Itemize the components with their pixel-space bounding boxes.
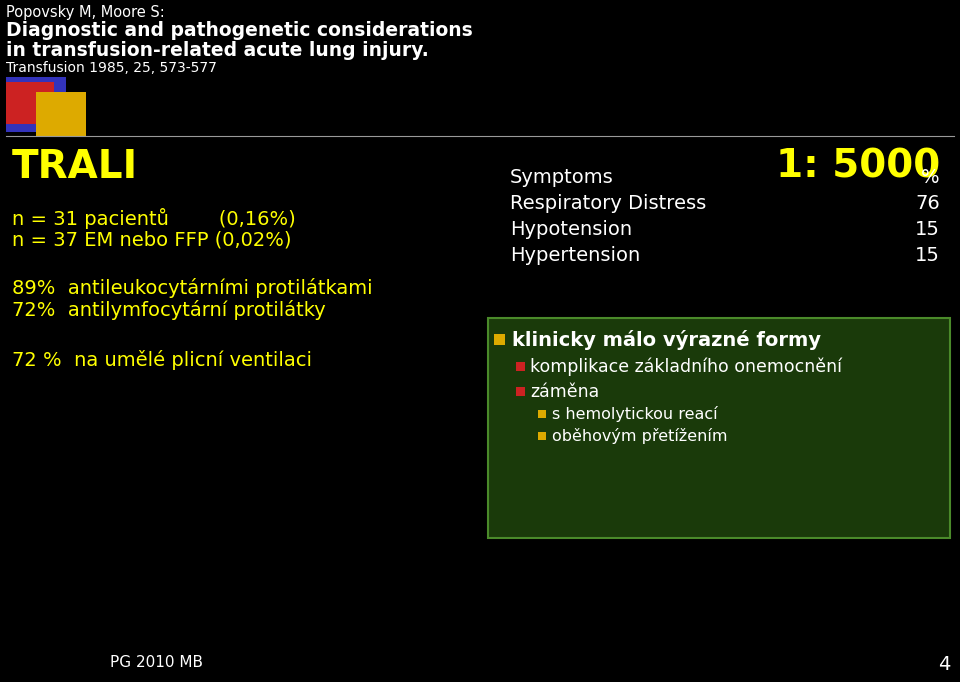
- FancyBboxPatch shape: [488, 318, 950, 538]
- Bar: [516, 362, 525, 371]
- Text: n = 37 EM nebo FFP (0,02%): n = 37 EM nebo FFP (0,02%): [12, 230, 292, 249]
- Text: Transfusion 1985, 25, 573-577: Transfusion 1985, 25, 573-577: [6, 61, 217, 75]
- Text: 76: 76: [915, 194, 940, 213]
- Text: s hemolytickou reací: s hemolytickou reací: [552, 406, 718, 422]
- Text: PG 2010 MB: PG 2010 MB: [110, 655, 203, 670]
- Text: Hypertension: Hypertension: [510, 246, 640, 265]
- Bar: [6, 82, 54, 124]
- Text: Popovsky M, Moore S:: Popovsky M, Moore S:: [6, 5, 165, 20]
- Bar: [538, 432, 546, 440]
- Text: %: %: [922, 168, 940, 187]
- Bar: [6, 77, 66, 132]
- Text: Diagnostic and pathogenetic considerations: Diagnostic and pathogenetic consideratio…: [6, 21, 472, 40]
- Text: 15: 15: [915, 246, 940, 265]
- Text: oběhovým přetížením: oběhovým přetížením: [552, 428, 728, 444]
- Bar: [36, 92, 86, 137]
- Text: n = 31 pacientů        (0,16%): n = 31 pacientů (0,16%): [12, 208, 296, 229]
- Text: 15: 15: [915, 220, 940, 239]
- Text: 72%  antilymfocytární protilátky: 72% antilymfocytární protilátky: [12, 300, 325, 320]
- Text: 89%  antileukocytárními protilátkami: 89% antileukocytárními protilátkami: [12, 278, 372, 298]
- Text: 1: 5000: 1: 5000: [776, 148, 940, 186]
- Text: klinicky málo výrazné formy: klinicky málo výrazné formy: [512, 330, 821, 350]
- Text: komplikace základního onemocnění: komplikace základního onemocnění: [530, 358, 842, 376]
- Text: Symptoms: Symptoms: [510, 168, 613, 187]
- Text: 4: 4: [938, 655, 950, 674]
- Text: in transfusion-related acute lung injury.: in transfusion-related acute lung injury…: [6, 41, 429, 60]
- Text: záměna: záměna: [530, 383, 599, 401]
- Text: TRALI: TRALI: [12, 148, 138, 186]
- Bar: [494, 334, 505, 345]
- Text: Hypotension: Hypotension: [510, 220, 632, 239]
- Bar: [516, 387, 525, 396]
- Text: Respiratory Distress: Respiratory Distress: [510, 194, 707, 213]
- Bar: [538, 410, 546, 418]
- Text: 72 %  na umělé plicní ventilaci: 72 % na umělé plicní ventilaci: [12, 350, 312, 370]
